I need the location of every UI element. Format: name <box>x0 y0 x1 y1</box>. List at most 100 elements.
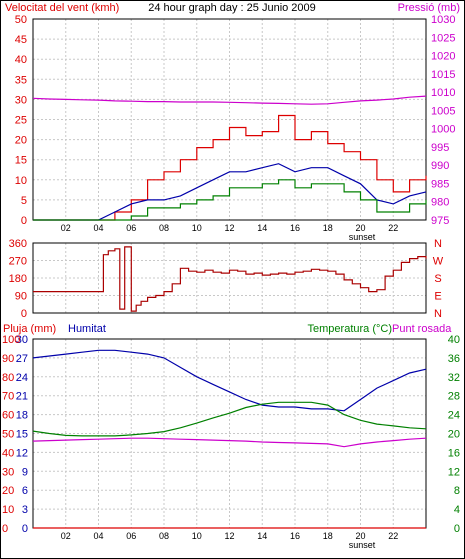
time-tick-label: 08 <box>159 531 169 541</box>
chart-title: 24 hour graph day : 25 Junio 2009 <box>148 2 316 14</box>
wind-speed-tick-label: 10 <box>15 175 27 187</box>
humidity-tick-label: 70 <box>2 391 14 403</box>
wind-panel-frame <box>32 18 427 221</box>
time-tick-label: 18 <box>323 223 333 233</box>
direction-compass-label: E <box>434 291 441 303</box>
time-tick-label: 16 <box>290 531 300 541</box>
pressure-tick-label: 1005 <box>431 105 455 117</box>
pressure-tick-label: 1020 <box>431 51 455 63</box>
direction-degree-label: 0 <box>21 308 27 320</box>
humidity-tick-label: 50 <box>2 429 14 441</box>
direction-degree-labels: 0 90 180 270 360 <box>9 238 27 320</box>
time-tick-label: 14 <box>257 223 267 233</box>
rain-axis-title: Pluja (mm) <box>3 323 56 335</box>
rain-tick-label: 24 <box>16 372 28 384</box>
humidity-tick-label: 80 <box>2 372 14 384</box>
series-line-pressi- <box>32 95 427 105</box>
pressure-tick-label: 975 <box>431 215 449 227</box>
direction-series <box>33 246 427 312</box>
time-tick-label: 04 <box>93 223 103 233</box>
direction-degree-label: 180 <box>9 273 27 285</box>
temperature-tick-label: 20 <box>448 429 460 441</box>
humidity-tick-label: 40 <box>2 447 14 459</box>
humidity-tick-label: 30 <box>2 466 14 478</box>
pressure-tick-label: 1015 <box>431 69 455 81</box>
temperature-tick-labels: 0 4 8 12 16 20 24 28 32 36 40 <box>448 334 460 535</box>
rain-tick-labels: 0 3 6 9 12 15 18 21 24 27 30 <box>16 334 28 535</box>
time-tick-label: 02 <box>61 531 71 541</box>
temperature-tick-label: 4 <box>454 504 460 516</box>
rain-tick-label: 18 <box>16 410 28 422</box>
time-tick-label: 02 <box>61 223 71 233</box>
rain-tick-label: 15 <box>16 429 28 441</box>
pressure-axis-title: Pressió (mb) <box>398 2 460 14</box>
time-tick-label: 20 <box>355 531 365 541</box>
temperature-tick-label: 40 <box>448 334 460 346</box>
series-line-minimum <box>33 179 427 221</box>
time-tick-label: 08 <box>159 223 169 233</box>
humidity-tick-label: 10 <box>2 504 14 516</box>
sunset-annotation: sunset <box>349 232 376 242</box>
hum-temp-series <box>32 349 427 529</box>
humidity-tick-label: 90 <box>2 353 14 365</box>
wind-speed-axis-title: Velocitat del vent (kmh) <box>5 2 119 14</box>
time-tick-label: 22 <box>388 223 398 233</box>
time-tick-label: 14 <box>257 531 267 541</box>
wind-speed-tick-label: 50 <box>15 14 27 26</box>
pressure-tick-label: 995 <box>431 142 449 154</box>
pressure-tick-label: 985 <box>431 178 449 190</box>
humidity-tick-label: 100 <box>2 334 20 346</box>
time-tick-label: 12 <box>224 223 234 233</box>
time-tick-label: 22 <box>388 531 398 541</box>
pressure-tick-label: 990 <box>431 160 449 172</box>
wind-speed-tick-label: 0 <box>21 215 27 227</box>
pressure-tick-label: 1030 <box>431 14 455 26</box>
sunset-annotation-lower: sunset <box>349 540 376 550</box>
direction-degree-label: 360 <box>9 238 27 250</box>
temperature-tick-label: 8 <box>454 485 460 497</box>
time-tick-label: 20 <box>355 223 365 233</box>
direction-compass-label: S <box>434 273 441 285</box>
temperature-tick-label: 16 <box>448 447 460 459</box>
time-tick-label: 16 <box>290 223 300 233</box>
wind-speed-tick-label: 30 <box>15 94 27 106</box>
direction-compass-label: N <box>434 238 442 250</box>
wind-speed-tick-label: 5 <box>21 195 27 207</box>
direction-compass-label: N <box>434 308 442 320</box>
rain-tick-label: 21 <box>16 391 28 403</box>
wind-speed-tick-label: 20 <box>15 135 27 147</box>
humidity-axis-title: Humitat <box>68 323 106 335</box>
series-line-punt-rosada <box>32 437 427 448</box>
time-tick-label: 06 <box>126 531 136 541</box>
temperature-tick-label: 24 <box>448 410 460 422</box>
time-tick-label: 18 <box>323 531 333 541</box>
wind-time-tick-labels: 02 04 06 08 10 12 14 16 18 20 22 <box>61 223 399 233</box>
humidity-tick-label: 20 <box>2 485 14 497</box>
wind-speed-tick-label: 25 <box>15 115 27 127</box>
pressure-tick-label: 980 <box>431 197 449 209</box>
temperature-axis-title: Temperatura (°C) <box>308 323 392 335</box>
hum-temp-grid <box>33 339 426 528</box>
wind-speed-tick-label: 15 <box>15 155 27 167</box>
direction-degree-label: 270 <box>9 256 27 268</box>
series-line-humitat <box>32 349 427 412</box>
time-tick-label: 06 <box>126 223 136 233</box>
direction-grid <box>33 243 426 313</box>
temperature-tick-label: 36 <box>448 353 460 365</box>
series-line-temperatura <box>32 401 427 437</box>
wind-series <box>32 95 427 221</box>
humidity-tick-label: 60 <box>2 410 14 422</box>
pressure-tick-label: 1000 <box>431 124 455 136</box>
rain-tick-label: 6 <box>22 485 28 497</box>
temperature-tick-label: 32 <box>448 372 460 384</box>
pressure-tick-labels: 975 980 985 990 995 1000 1005 1010 1015 1020 1025 1… <box>431 14 455 227</box>
series-line-gust <box>33 114 427 221</box>
hum-time-tick-labels: 02 04 06 08 10 12 14 16 18 20 22 <box>61 531 399 541</box>
rain-tick-label: 3 <box>22 504 28 516</box>
wind-speed-tick-labels: 0 5 10 15 20 25 30 35 40 45 50 <box>15 14 27 227</box>
humidity-tick-label: 0 <box>2 523 8 535</box>
temperature-tick-label: 28 <box>448 391 460 403</box>
rain-tick-label: 27 <box>16 353 28 365</box>
